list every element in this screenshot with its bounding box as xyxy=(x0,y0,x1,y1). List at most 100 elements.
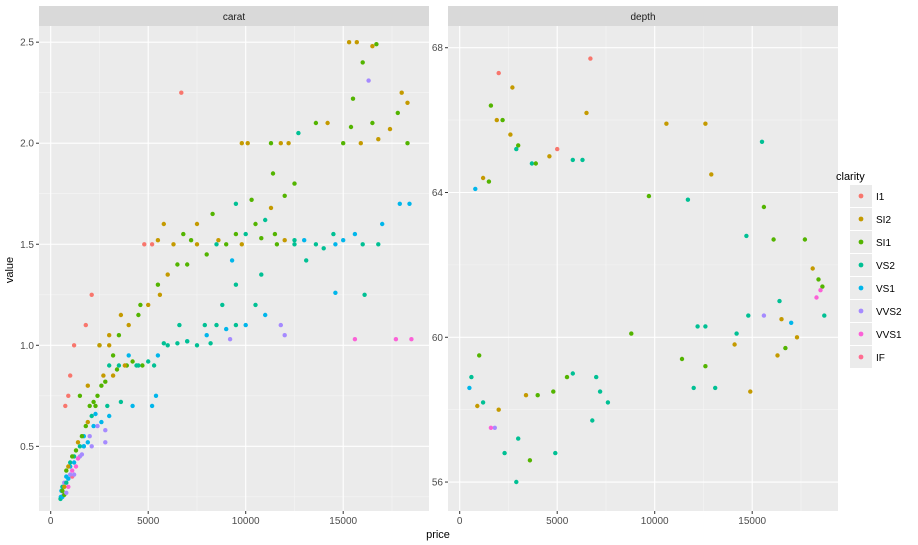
data-point xyxy=(664,121,669,126)
data-point xyxy=(691,385,696,391)
data-point xyxy=(71,472,77,477)
data-point xyxy=(95,423,100,429)
data-point xyxy=(263,312,268,318)
data-point xyxy=(73,464,79,469)
data-point xyxy=(399,90,404,95)
data-point xyxy=(126,322,131,328)
data-point xyxy=(570,157,575,163)
data-point xyxy=(239,242,244,247)
data-point xyxy=(802,237,808,242)
data-point xyxy=(492,425,497,430)
data-point xyxy=(79,434,85,439)
data-point xyxy=(734,331,739,336)
y-axis-title: value xyxy=(4,257,16,283)
data-point xyxy=(352,337,358,342)
data-point xyxy=(62,484,67,489)
data-point xyxy=(68,472,73,477)
data-point xyxy=(214,242,219,247)
data-point xyxy=(360,60,365,65)
data-point xyxy=(155,353,161,358)
data-point xyxy=(202,322,207,328)
data-point xyxy=(346,40,352,45)
data-point xyxy=(136,312,141,318)
data-point xyxy=(233,322,239,328)
data-point xyxy=(469,374,474,380)
data-point xyxy=(93,411,98,417)
data-point xyxy=(794,335,800,340)
data-point xyxy=(185,262,190,267)
data-point xyxy=(779,317,784,322)
data-point xyxy=(313,242,319,247)
data-point xyxy=(529,161,535,166)
data-point xyxy=(253,302,258,308)
data-point xyxy=(746,313,751,318)
data-point xyxy=(130,403,135,409)
data-point xyxy=(161,221,166,227)
data-point xyxy=(822,313,827,318)
data-point xyxy=(380,221,385,227)
data-point xyxy=(761,313,767,318)
data-point xyxy=(580,157,585,163)
legend-swatch xyxy=(858,308,864,314)
data-point xyxy=(87,403,92,409)
data-point xyxy=(71,343,77,348)
data-point xyxy=(149,242,155,247)
data-point xyxy=(588,56,593,61)
data-point xyxy=(496,407,501,412)
data-point xyxy=(101,373,106,378)
data-point xyxy=(341,141,346,146)
data-point xyxy=(175,262,180,267)
data-point xyxy=(597,389,603,394)
data-point xyxy=(110,373,116,378)
data-point xyxy=(151,363,157,368)
data-point xyxy=(83,423,89,429)
data-point xyxy=(185,339,190,344)
data-point xyxy=(629,331,634,336)
data-point xyxy=(783,345,788,351)
data-point xyxy=(354,40,359,45)
data-point xyxy=(535,393,540,398)
data-point xyxy=(245,141,250,146)
data-point xyxy=(118,399,124,405)
data-point xyxy=(374,42,379,47)
data-point xyxy=(508,132,513,137)
data-point xyxy=(370,44,375,49)
data-point xyxy=(370,120,375,126)
data-point xyxy=(360,242,365,247)
data-point xyxy=(282,193,287,198)
data-point xyxy=(177,322,182,328)
data-point xyxy=(114,367,120,372)
facet-strip-label: depth xyxy=(630,12,655,23)
x-tick-label: 10000 xyxy=(232,516,260,527)
data-point xyxy=(99,419,104,425)
data-point xyxy=(555,146,560,152)
data-point xyxy=(304,258,309,263)
data-point xyxy=(107,343,112,348)
data-point xyxy=(500,117,505,123)
data-point xyxy=(292,238,297,243)
data-point xyxy=(514,479,519,485)
data-point xyxy=(64,490,69,495)
data-point xyxy=(527,458,533,463)
data-point xyxy=(775,353,780,358)
data-point xyxy=(259,272,264,277)
data-point xyxy=(68,373,73,378)
data-point xyxy=(709,172,714,177)
data-point xyxy=(224,326,229,332)
data-point xyxy=(348,124,354,130)
data-point xyxy=(66,484,71,489)
data-point xyxy=(87,434,92,439)
data-point xyxy=(243,231,248,237)
legend-title: clarity xyxy=(836,171,865,183)
facet-strip xyxy=(448,6,838,26)
legend-label: VVS2 xyxy=(876,307,902,318)
data-point xyxy=(473,186,478,192)
data-point xyxy=(126,353,131,358)
data-point xyxy=(732,342,737,347)
data-point xyxy=(140,363,145,368)
data-point xyxy=(488,103,494,108)
y-tick-label: 0.5 xyxy=(20,442,34,453)
data-point xyxy=(744,233,749,239)
data-point xyxy=(405,100,410,106)
data-point xyxy=(397,201,402,206)
